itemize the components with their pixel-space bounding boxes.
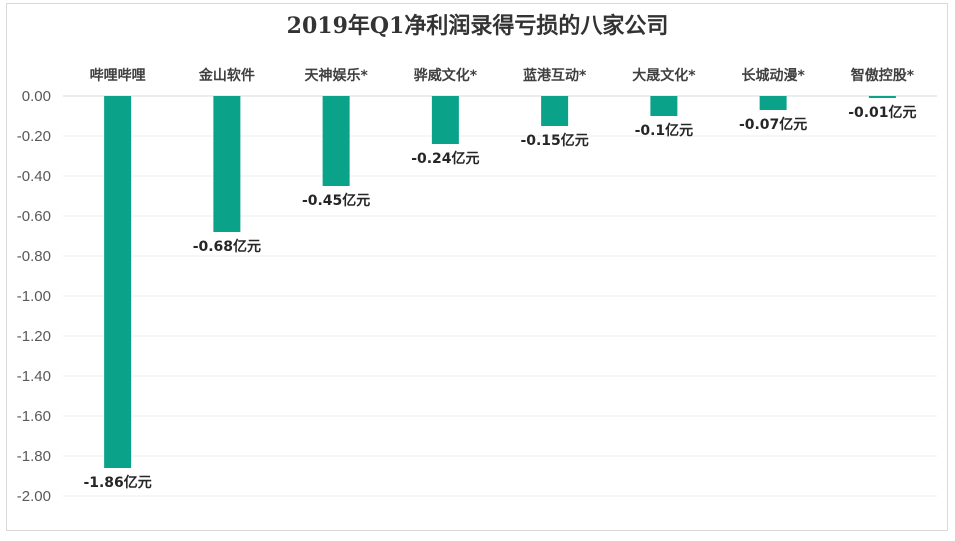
data-label: -0.1亿元 xyxy=(635,122,694,139)
data-label: -0.15亿元 xyxy=(520,132,588,149)
y-tick-label: -0.40 xyxy=(17,168,51,185)
y-tick-label: -1.00 xyxy=(17,288,51,305)
chart-title: 2019年Q1净利润录得亏损的八家公司 xyxy=(286,13,669,39)
data-label: -0.07亿元 xyxy=(739,116,807,133)
bar xyxy=(541,96,569,126)
bar xyxy=(322,96,350,186)
bar xyxy=(431,96,459,144)
category-labels: 哔哩哔哩 金山软件 天神娱乐* 骅威文化* 蓝港互动* 大晟文化* 长城动漫* 智傲控股* xyxy=(90,67,915,84)
data-label: -0.45亿元 xyxy=(302,192,370,209)
chart-frame xyxy=(6,3,948,531)
data-labels: -1.86亿元 -0.68亿元 -0.45亿元 -0.24亿元 -0.15亿元 -0.1亿… xyxy=(83,104,916,491)
y-tick-label: -2.00 xyxy=(17,488,51,505)
y-tick-label: -1.40 xyxy=(17,368,51,385)
bar xyxy=(213,96,241,232)
y-tick-label: -1.20 xyxy=(17,328,51,345)
gridlines xyxy=(63,95,937,497)
category-label: 金山软件 xyxy=(198,67,255,84)
category-label: 长城动漫* xyxy=(741,67,805,84)
data-label: -0.24亿元 xyxy=(411,150,479,167)
bars xyxy=(104,96,896,468)
y-axis-ticks: 0.00 -0.20 -0.40 -0.60 -0.80 -1.00 -1.20 -1.40 -… xyxy=(17,88,51,505)
bar xyxy=(650,96,678,116)
y-tick-label: 0.00 xyxy=(22,88,51,105)
category-label: 蓝港互动* xyxy=(523,67,587,84)
data-label: -0.68亿元 xyxy=(193,238,261,255)
category-label: 大晟文化* xyxy=(632,67,696,84)
bar xyxy=(868,96,896,98)
data-label: -0.01亿元 xyxy=(848,104,916,121)
bar xyxy=(759,96,787,110)
y-tick-label: -1.80 xyxy=(17,448,51,465)
y-tick-label: -0.20 xyxy=(17,128,51,145)
category-label: 骅威文化* xyxy=(414,67,478,84)
category-label: 智傲控股* xyxy=(850,67,915,84)
bar xyxy=(104,96,132,468)
y-tick-label: -0.60 xyxy=(17,208,51,225)
y-tick-label: -0.80 xyxy=(17,248,51,265)
category-label: 天神娱乐* xyxy=(304,67,368,84)
category-label: 哔哩哔哩 xyxy=(90,67,146,84)
y-tick-label: -1.60 xyxy=(17,408,51,425)
data-label: -1.86亿元 xyxy=(83,474,151,491)
